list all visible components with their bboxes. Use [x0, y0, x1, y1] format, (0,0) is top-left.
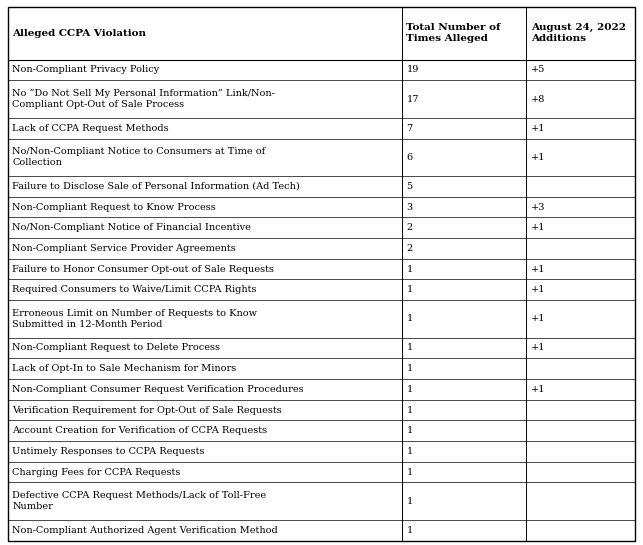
Text: Non-Compliant Privacy Policy: Non-Compliant Privacy Policy [12, 65, 159, 75]
Text: Untimely Responses to CCPA Requests: Untimely Responses to CCPA Requests [12, 447, 204, 456]
Text: Lack of CCPA Request Methods: Lack of CCPA Request Methods [12, 124, 169, 132]
Text: 2: 2 [406, 244, 413, 253]
Text: 2: 2 [406, 223, 413, 232]
Text: 1: 1 [406, 265, 413, 274]
Text: Charging Fees for CCPA Requests: Charging Fees for CCPA Requests [12, 468, 181, 477]
Text: 19: 19 [406, 65, 419, 75]
Text: +3: +3 [530, 203, 545, 211]
Text: 1: 1 [406, 314, 413, 323]
Text: Non-Compliant Service Provider Agreements: Non-Compliant Service Provider Agreement… [12, 244, 236, 253]
Text: No/Non-Compliant Notice of Financial Incentive: No/Non-Compliant Notice of Financial Inc… [12, 223, 251, 232]
Text: 7: 7 [406, 124, 413, 132]
Text: No/Non-Compliant Notice to Consumers at Time of
Collection: No/Non-Compliant Notice to Consumers at … [12, 147, 266, 167]
Text: 1: 1 [406, 447, 413, 456]
Text: +1: +1 [530, 343, 545, 353]
Text: +1: +1 [530, 314, 545, 323]
Text: Non-Compliant Consumer Request Verification Procedures: Non-Compliant Consumer Request Verificat… [12, 385, 304, 394]
Text: +1: +1 [530, 385, 545, 394]
Text: Lack of Opt-In to Sale Mechanism for Minors: Lack of Opt-In to Sale Mechanism for Min… [12, 364, 237, 373]
Text: Non-Compliant Request to Delete Process: Non-Compliant Request to Delete Process [12, 343, 220, 353]
Text: 3: 3 [406, 203, 413, 211]
Text: 1: 1 [406, 496, 413, 506]
Text: +1: +1 [530, 285, 545, 294]
Text: Required Consumers to Waive/Limit CCPA Rights: Required Consumers to Waive/Limit CCPA R… [12, 285, 257, 294]
Text: Defective CCPA Request Methods/Lack of Toll-Free
Number: Defective CCPA Request Methods/Lack of T… [12, 491, 266, 511]
Text: +1: +1 [530, 223, 545, 232]
Text: 1: 1 [406, 364, 413, 373]
Text: 6: 6 [406, 153, 412, 162]
Text: +8: +8 [530, 95, 545, 104]
Text: 1: 1 [406, 405, 413, 415]
Text: 1: 1 [406, 426, 413, 435]
Text: +1: +1 [530, 265, 545, 274]
Text: 1: 1 [406, 285, 413, 294]
Text: 1: 1 [406, 343, 413, 353]
Text: Failure to Disclose Sale of Personal Information (Ad Tech): Failure to Disclose Sale of Personal Inf… [12, 182, 300, 191]
Text: +1: +1 [530, 153, 545, 162]
Text: Failure to Honor Consumer Opt-out of Sale Requests: Failure to Honor Consumer Opt-out of Sal… [12, 265, 274, 274]
Text: No “Do Not Sell My Personal Information” Link/Non-
Compliant Opt-Out of Sale Pro: No “Do Not Sell My Personal Information”… [12, 89, 275, 110]
Text: Total Number of
Times Alleged: Total Number of Times Alleged [406, 23, 501, 43]
Text: 1: 1 [406, 468, 413, 477]
Text: +5: +5 [530, 65, 545, 75]
Text: Erroneous Limit on Number of Requests to Know
Submitted in 12-Month Period: Erroneous Limit on Number of Requests to… [12, 309, 257, 329]
Text: +1: +1 [530, 124, 545, 132]
Text: Non-Compliant Request to Know Process: Non-Compliant Request to Know Process [12, 203, 216, 211]
Text: August 24, 2022
Additions: August 24, 2022 Additions [530, 23, 626, 43]
Text: 5: 5 [406, 182, 412, 191]
Text: Non-Compliant Authorized Agent Verification Method: Non-Compliant Authorized Agent Verificat… [12, 526, 278, 535]
Text: 1: 1 [406, 385, 413, 394]
Text: Alleged CCPA Violation: Alleged CCPA Violation [12, 28, 146, 38]
Text: Verification Requirement for Opt-Out of Sale Requests: Verification Requirement for Opt-Out of … [12, 405, 282, 415]
Text: 1: 1 [406, 526, 413, 535]
Text: 17: 17 [406, 95, 419, 104]
Text: Account Creation for Verification of CCPA Requests: Account Creation for Verification of CCP… [12, 426, 267, 435]
